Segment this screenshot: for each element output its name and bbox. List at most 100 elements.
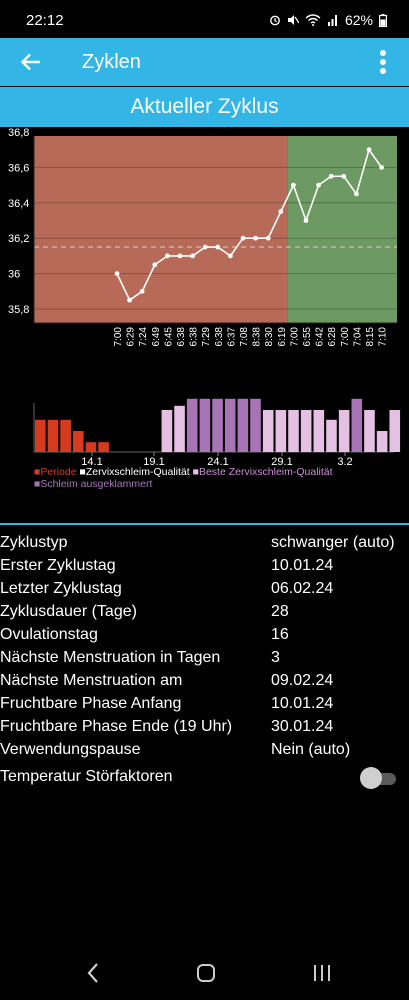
x-tick-label: 7:24 [138,327,149,347]
mucus-bar [199,398,211,452]
x-tick-label: 6:55 [302,327,313,347]
battery-icon [379,13,387,27]
mucus-bar [351,398,363,452]
info-row-temp-disturbance: Temperatur Störfaktoren [0,766,409,789]
x-tick-label: 6:29 [126,327,137,347]
info-value: schwanger (auto) [271,534,395,551]
temperature-point [316,182,321,188]
mucus-bar [376,431,388,452]
arrow-left-icon [20,53,40,71]
wifi-icon [305,14,321,26]
mucus-bar [186,398,198,452]
x-tick-label: 7:00 [113,327,124,347]
info-label: Nächste Menstruation am [0,672,183,689]
mucus-bar [237,398,249,452]
temperature-point [379,165,384,170]
mucus-bar [262,410,274,452]
mucus-bar [300,410,312,452]
info-value: Nein (auto) [271,741,351,758]
info-row-next-period-date: Nächste Menstruation am 09.02.24 [0,670,409,693]
x-tick-label: 6:38 [176,327,187,347]
period-bar [47,419,59,452]
temperature-point [190,253,196,259]
period-bar [35,419,46,452]
status-icons: 62% [269,12,387,28]
x-tick-label: 7:29 [201,327,212,347]
divider [0,523,409,525]
chart-legend: ■Periode ■Zervixschleim-Qualität ■Beste … [34,466,333,490]
period-bar [60,419,71,452]
info-value: 3 [271,649,280,666]
info-label: Zyklusdauer (Tage) [0,603,137,620]
more-vert-icon [380,50,386,74]
toggle-thumb [360,767,382,789]
x-tick-label: 8:15 [365,327,376,347]
info-value: 10.01.24 [271,695,334,712]
nav-recents-button[interactable] [302,959,342,987]
mucus-bar [250,398,261,452]
x-tick-label: 7:00 [340,327,351,347]
x-tick-label: 6:38 [214,327,225,347]
temperature-point [303,218,309,223]
mucus-bar [288,410,299,452]
x-tick-label: 6:19 [277,327,288,347]
y-tick-label: 36,8 [8,128,29,139]
info-label: Fruchtbare Phase Anfang [0,695,182,712]
x-tick-label: 8:30 [264,327,275,347]
period-bar [85,442,97,452]
info-label: Nächste Menstruation in Tagen [0,649,221,666]
nav-back-icon [87,963,98,983]
back-button[interactable] [14,46,48,78]
status-bar: 22:12 62% [0,0,409,38]
app-bar: Zyklen [0,38,409,86]
legend-excluded: ■Schleim ausgeklammert [34,478,153,490]
info-value: 06.02.24 [271,580,334,597]
mucus-bar [275,410,287,452]
mucus-bar [338,410,350,452]
x-tick-label: 7:04 [352,327,363,347]
legend-best-mucus: ■Beste Zervixschleim-Qualität [192,466,333,478]
mucus-bar [161,410,173,452]
mucus-bar [364,410,375,452]
temperature-point [328,173,334,179]
temperature-point [202,244,208,250]
overflow-menu-button[interactable] [371,46,395,78]
period-bar [98,442,109,452]
info-row-first-day: Erster Zyklustag 10.01.24 [0,555,409,578]
nav-home-icon [197,964,215,982]
y-tick-label: 36,2 [8,233,29,245]
temp-disturbance-toggle[interactable] [360,767,396,789]
x-tick-label: 24.1 [207,456,228,467]
y-tick-label: 36,4 [8,198,29,210]
x-tick-label: 6:45 [163,327,174,347]
mucus-bar [224,398,236,452]
battery-percent: 62% [344,12,373,28]
info-row-fertile-end: Fruchtbare Phase Ende (19 Uhr) 30.01.24 [0,716,409,739]
x-tick-label: 29.1 [271,456,292,467]
info-value: 30.01.24 [271,718,334,735]
mucus-bar [174,405,185,452]
temperature-point [165,253,170,259]
nav-home-button[interactable] [186,959,226,987]
page-title: Zyklen [82,51,141,73]
signal-icon [327,15,337,26]
legend-period: ■Periode [34,466,77,478]
temperature-point [177,253,183,259]
temperature-point [366,147,372,153]
temperature-point [114,271,120,276]
x-tick-label: 7:00 [289,327,300,347]
nav-back-button[interactable] [74,959,114,987]
mute-icon [287,15,299,25]
info-row-fertile-start: Fruchtbare Phase Anfang 10.01.24 [0,693,409,716]
temperature-point [341,173,347,179]
info-label: Verwendungspause [0,741,141,758]
x-tick-label: 6:38 [189,327,200,347]
system-nav-bar [0,945,409,1000]
y-tick-label: 36,6 [8,162,29,174]
x-tick-label: 6:42 [315,327,326,347]
x-tick-label: 8:38 [252,327,263,347]
temperature-point [253,235,258,241]
x-tick-label: 6:37 [226,327,237,347]
info-row-pause: Verwendungspause Nein (auto) [0,739,409,762]
